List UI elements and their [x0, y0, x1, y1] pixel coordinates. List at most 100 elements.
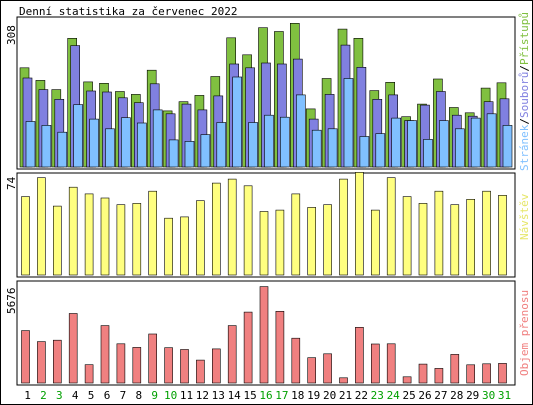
traffic-bar	[132, 347, 142, 384]
traffic-bars	[21, 286, 507, 384]
x-tick-label: 19	[307, 389, 320, 402]
visits-bar	[402, 196, 412, 276]
traffic-bar	[21, 330, 30, 384]
pages-bar	[216, 122, 227, 168]
pages-bar	[41, 125, 52, 168]
x-tick-label: 8	[135, 389, 142, 402]
pages-bar	[264, 114, 274, 168]
visits-bar	[100, 197, 110, 276]
visits-bar	[52, 205, 62, 276]
traffic-bar	[498, 363, 507, 384]
traffic-bar	[275, 310, 285, 384]
x-tick-label: 9	[151, 389, 158, 402]
pages-bar	[359, 136, 370, 168]
visits-bar	[291, 193, 301, 276]
visits-bar	[164, 217, 173, 276]
x-tick-label: 18	[291, 389, 304, 402]
chart-title: Denní statistika za červenec 2022	[19, 5, 238, 18]
x-tick-label: 30	[482, 389, 495, 402]
visits-bar	[466, 199, 476, 276]
x-tick-label: 4	[72, 389, 79, 402]
pages-bar	[200, 134, 211, 168]
traffic-bar	[291, 337, 301, 384]
pages-bar	[311, 129, 322, 168]
traffic-bar	[212, 348, 221, 384]
traffic-bar	[196, 359, 205, 384]
visits-bar	[307, 207, 317, 276]
legend-pages: Stránek	[518, 124, 531, 171]
visits-bar	[84, 193, 94, 276]
visits-bar	[68, 186, 78, 276]
visits-bar	[116, 204, 126, 276]
pages-bar	[89, 118, 99, 168]
traffic-bar	[37, 341, 46, 384]
visits-bars	[21, 172, 507, 276]
x-tick-label: 25	[402, 389, 415, 402]
visits-bar	[259, 211, 269, 276]
pages-bar	[168, 139, 179, 168]
visits-bar	[227, 178, 237, 276]
pages-bar	[454, 128, 465, 168]
x-tick-label: 13	[212, 389, 225, 402]
legend-hits: Přístupů	[518, 12, 531, 65]
visits-bar	[323, 204, 332, 276]
visits-bar	[275, 209, 285, 276]
x-tick-label: 24	[387, 389, 401, 402]
traffic-bar	[259, 286, 269, 384]
x-tick-label: 16	[259, 389, 272, 402]
visits-bar	[482, 190, 491, 276]
traffic-panel-frame	[16, 280, 516, 386]
traffic-bar	[227, 325, 237, 384]
visits-bar	[370, 209, 380, 276]
x-tick-label: 23	[371, 389, 384, 402]
legend-sep-2: /	[518, 65, 531, 72]
x-axis-day-labels: 1 2 3 4 5 6 7 8 9 10 11 12 13 14 15 16 17 18 19 20 21 22 23 24 2…	[24, 389, 511, 402]
visits-bar	[498, 195, 507, 276]
x-tick-label: 3	[56, 389, 63, 402]
pages-bar	[391, 117, 402, 168]
traffic-bar	[418, 363, 428, 384]
x-tick-label: 14	[228, 389, 242, 402]
hits-y-max-label: 308	[5, 25, 18, 45]
traffic-bar	[402, 376, 412, 384]
pages-bar	[502, 125, 513, 168]
pages-bar	[343, 78, 354, 168]
visits-bar	[418, 203, 428, 276]
traffic-bar	[164, 347, 173, 384]
traffic-bar	[84, 364, 94, 384]
visits-bar	[21, 196, 30, 276]
traffic-bar	[307, 357, 317, 384]
traffic-bar	[434, 368, 444, 384]
x-tick-label: 5	[88, 389, 95, 402]
legend-traffic: Objem přenosu	[518, 290, 531, 376]
pages-bar	[375, 133, 386, 168]
x-tick-label: 26	[418, 389, 431, 402]
pages-bar	[439, 120, 449, 168]
traffic-bar	[339, 377, 348, 384]
pages-bar	[407, 120, 417, 168]
x-tick-label: 7	[120, 389, 127, 402]
visits-bar	[450, 204, 460, 276]
traffic-bar	[466, 364, 476, 384]
visits-bar	[355, 172, 364, 276]
visits-panel-frame	[16, 172, 516, 278]
traffic-bar	[116, 343, 126, 384]
hits-legend-text: Stránek/Souborů/Přístupů	[518, 12, 531, 171]
pages-bar	[295, 94, 306, 168]
pages-bar	[152, 109, 163, 168]
pages-bar	[486, 113, 497, 168]
x-tick-label: 17	[275, 389, 288, 402]
hits-bars	[19, 22, 513, 168]
visits-bar	[132, 203, 142, 276]
x-tick-label: 21	[339, 389, 352, 402]
x-tick-label: 1	[24, 389, 31, 402]
pages-bar	[25, 121, 36, 168]
traffic-bar	[355, 326, 364, 384]
x-tick-label: 6	[104, 389, 111, 402]
visits-bar	[196, 200, 205, 276]
hits-panel-frame	[16, 16, 516, 170]
x-tick-label: 27	[434, 389, 447, 402]
visits-bar	[243, 185, 253, 276]
pages-bar	[280, 116, 290, 168]
